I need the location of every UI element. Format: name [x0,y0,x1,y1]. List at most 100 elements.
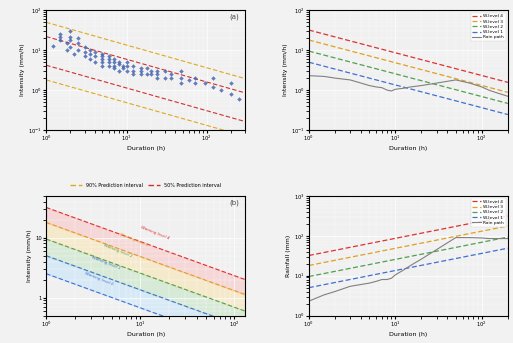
Point [81,44,89,50]
Line: W.level 4: W.level 4 [309,30,508,82]
Rain path [494,91,500,95]
Line: Rain path: Rain path [309,238,508,301]
Rain path [366,83,372,87]
Rain path [332,289,338,294]
W.level 4 [449,66,456,70]
Point [167,71,175,77]
Rain path [486,88,492,92]
Point [191,75,200,81]
Rain path [452,78,459,82]
W.level 4 [370,45,377,49]
Rain path [388,276,394,280]
Point [161,68,169,74]
Rain path [347,78,353,82]
W.level 4 [306,28,312,32]
W.level 1 [450,257,457,261]
Rain path [358,282,364,286]
Point [177,75,185,81]
Point [81,49,89,55]
Point [123,68,131,74]
Point [110,66,118,71]
Point [90,49,98,55]
Point [143,71,151,77]
Text: (b): (b) [229,199,239,206]
Rain path [505,94,511,98]
Point [119,66,127,71]
Rain path [479,85,485,89]
Point [153,68,161,74]
W.level 2 [385,259,391,263]
Rain path [418,257,424,261]
Point [167,75,175,81]
W.level 3 [330,259,336,263]
Point [105,54,113,59]
Line: W.level 2: W.level 2 [309,51,508,104]
Rain path [486,237,492,241]
Rain path [466,81,472,85]
Point [105,59,113,65]
W.level 3 [330,44,336,48]
Rain path [494,237,500,241]
W.level 1 [505,113,511,117]
Text: Warning level 2: Warning level 2 [103,243,133,258]
W.level 1 [450,98,457,102]
Point [74,47,82,53]
Point [153,75,161,81]
Point [90,59,98,65]
Rain path [321,293,327,297]
W.level 4 [385,49,391,53]
Point [177,80,185,86]
Point [90,54,98,59]
W.level 4 [449,225,456,229]
Point [63,40,71,46]
Point [105,56,113,62]
Point [235,96,243,102]
Rain path [306,74,312,78]
Point [98,63,106,69]
W.level 4 [385,238,391,242]
Point [66,44,74,50]
Rain path [332,76,338,80]
Rain path [392,273,399,277]
Line: W.level 1: W.level 1 [309,62,508,115]
Rain path [306,299,312,303]
Rain path [407,263,413,268]
Legend: W.level 4, W.level 3, W.level 2, W.level 1, Rain path: W.level 4, W.level 3, W.level 2, W.level… [470,198,506,227]
Point [209,75,218,81]
Rain path [347,284,353,288]
Point [105,63,113,69]
W.level 2 [505,235,511,239]
Point [86,51,94,57]
Point [129,71,137,77]
Point [129,63,137,69]
Point [161,75,169,81]
Text: Warning level 0: Warning level 0 [84,271,113,286]
X-axis label: Duration (h): Duration (h) [389,146,427,151]
Text: Warning level 1: Warning level 1 [91,256,121,271]
W.level 3 [370,250,377,255]
Rain path [373,85,379,89]
Point [119,63,127,69]
Legend: W.level 4, W.level 3, W.level 2, W.level 1, Rain path: W.level 4, W.level 3, W.level 2, W.level… [470,12,506,41]
Point [217,87,225,93]
Point [136,68,145,74]
Point [98,59,106,65]
W.level 3 [450,235,457,239]
Rain path [407,85,413,89]
Point [201,80,209,86]
Point [74,40,82,46]
Point [209,84,218,90]
Line: W.level 4: W.level 4 [309,216,508,256]
W.level 4 [450,66,457,70]
Point [98,51,106,57]
W.level 2 [449,87,456,91]
W.level 1 [306,60,312,64]
Rain path [418,83,424,87]
Y-axis label: Intensity (mm/h): Intensity (mm/h) [28,229,32,282]
Text: (b): (b) [492,199,502,206]
W.level 3 [370,55,377,59]
Rain path [505,237,511,241]
Rain path [384,277,390,282]
Point [177,68,185,74]
Line: W.level 3: W.level 3 [309,226,508,265]
